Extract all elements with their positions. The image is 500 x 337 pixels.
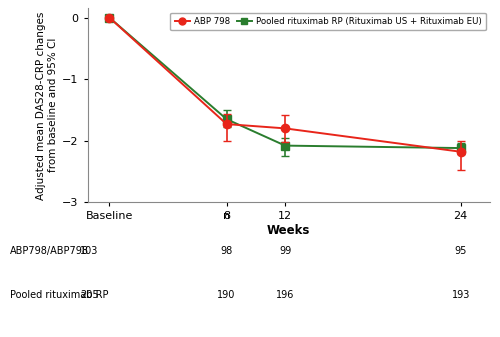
Text: n: n: [223, 211, 230, 221]
Text: 193: 193: [452, 290, 470, 300]
Legend: ABP 798, Pooled rituximab RP (Rituximab US + Rituximab EU): ABP 798, Pooled rituximab RP (Rituximab …: [170, 13, 485, 30]
Text: 103: 103: [80, 246, 98, 256]
Text: Pooled rituximab RP: Pooled rituximab RP: [10, 290, 108, 300]
Y-axis label: Adjusted mean DAS28-CRP changes
from baseline and 95% CI: Adjusted mean DAS28-CRP changes from bas…: [36, 11, 58, 200]
Text: 98: 98: [220, 246, 232, 256]
Text: 99: 99: [279, 246, 291, 256]
Text: 205: 205: [80, 290, 99, 300]
Text: 196: 196: [276, 290, 294, 300]
X-axis label: Weeks: Weeks: [267, 224, 310, 237]
Text: ABP798/ABP798: ABP798/ABP798: [10, 246, 89, 256]
Text: 95: 95: [454, 246, 467, 256]
Text: 190: 190: [218, 290, 236, 300]
